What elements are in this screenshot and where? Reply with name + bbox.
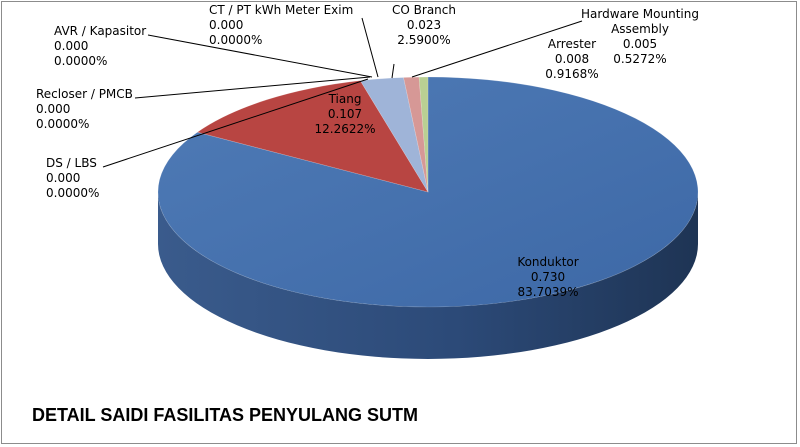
slice-label: CT / PT kWh Meter Exim 0.000 0.0000% xyxy=(209,3,353,47)
leader-line xyxy=(102,78,369,168)
chart-title: DETAIL SAIDI FASILITAS PENYULANG SUTM xyxy=(32,405,418,425)
slice-tiang xyxy=(196,80,429,193)
leader-line xyxy=(391,63,395,79)
slice-label: DS / LBS 0.000 0.0000% xyxy=(46,156,99,200)
leader-line xyxy=(361,17,379,78)
slice-label: Tiang 0.107 12.2622% xyxy=(314,92,375,136)
slice-arrester xyxy=(403,76,429,193)
leader-line xyxy=(147,34,373,78)
slice-label: AVR / Kapasitor 0.000 0.0000% xyxy=(54,24,146,68)
slice-label: CO Branch 0.023 2.5900% xyxy=(392,3,456,47)
slice-hardware-mounting-assembly xyxy=(418,76,429,193)
slice-co-branch xyxy=(359,77,429,193)
slice-label: Konduktor 0.730 83.7039% xyxy=(517,255,578,299)
slice-label: Recloser / PMCB 0.000 0.0000% xyxy=(36,87,133,131)
slice-konduktor-side xyxy=(158,192,698,359)
slice-konduktor xyxy=(157,76,699,308)
leader-line xyxy=(134,76,371,99)
slice-label: Arrester 0.008 0.9168% xyxy=(545,37,598,81)
slice-label: Hardware Mounting Assembly 0.005 0.5272% xyxy=(581,7,699,66)
leader-line xyxy=(411,20,583,78)
